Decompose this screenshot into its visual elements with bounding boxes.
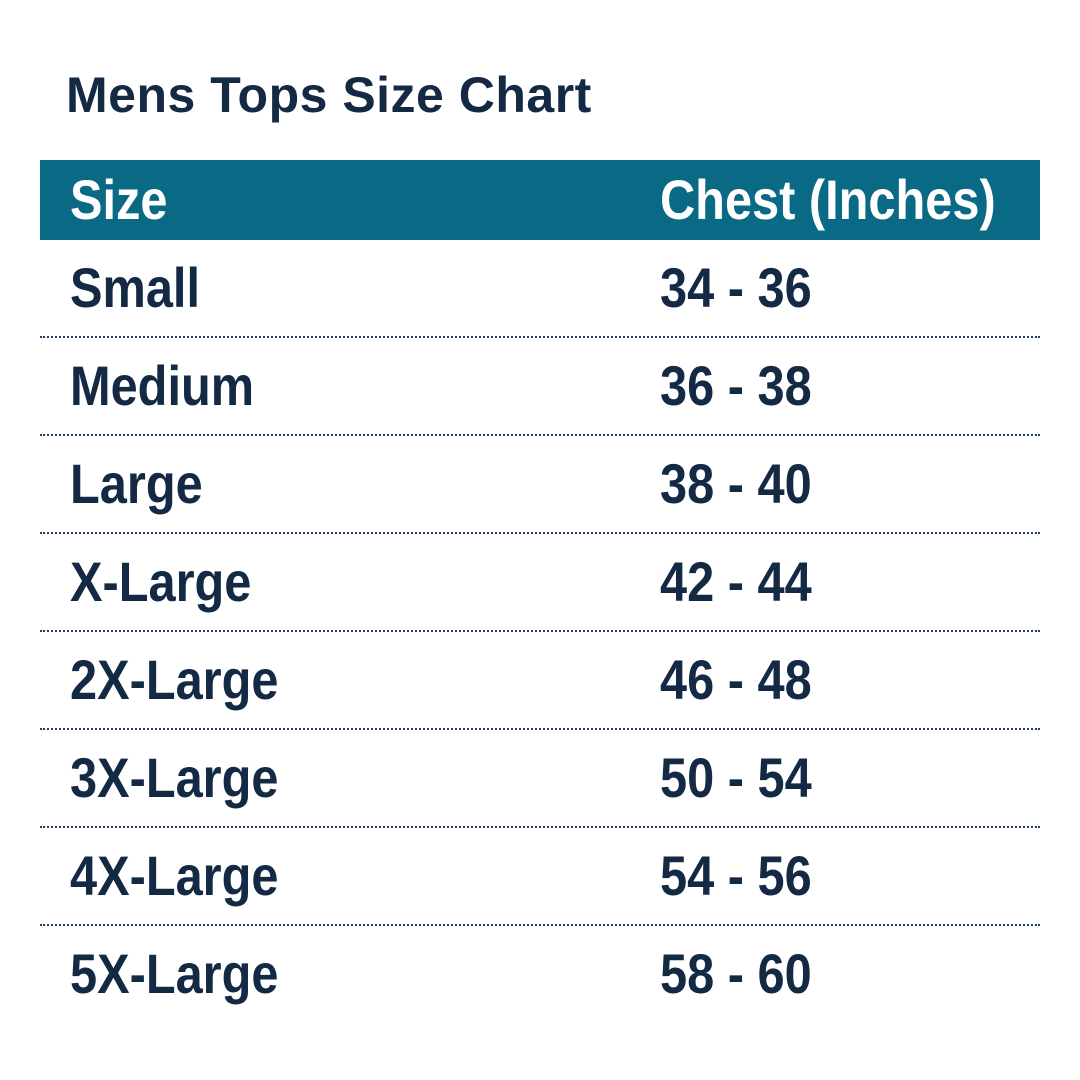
size-cell: Medium: [70, 354, 255, 417]
table-row: Small 34 - 36: [40, 240, 1040, 338]
size-cell: 4X-Large: [70, 844, 279, 907]
table-header-row: Size Chest (Inches): [40, 160, 1040, 240]
header-size: Size: [70, 168, 168, 231]
table-row: 2X-Large 46 - 48: [40, 632, 1040, 730]
table-row: 5X-Large 58 - 60: [40, 926, 1040, 1022]
size-cell: Small: [70, 256, 200, 319]
size-cell: 2X-Large: [70, 648, 279, 711]
chest-cell: 34 - 36: [660, 256, 812, 319]
header-chest-inches: Chest (Inches): [660, 168, 996, 231]
table-row: X-Large 42 - 44: [40, 534, 1040, 632]
chest-cell: 36 - 38: [660, 354, 812, 417]
table-row: Large 38 - 40: [40, 436, 1040, 534]
size-cell: X-Large: [70, 550, 252, 613]
chest-cell: 42 - 44: [660, 550, 812, 613]
size-table: Size Chest (Inches) Small 34 - 36 Medium…: [40, 160, 1040, 1022]
chest-cell: 38 - 40: [660, 452, 812, 515]
size-cell: 5X-Large: [70, 942, 279, 1005]
chest-cell: 54 - 56: [660, 844, 812, 907]
table-row: Medium 36 - 38: [40, 338, 1040, 436]
size-cell: 3X-Large: [70, 746, 279, 809]
chest-cell: 46 - 48: [660, 648, 812, 711]
page-title: Mens Tops Size Chart: [66, 67, 592, 123]
chest-cell: 50 - 54: [660, 746, 812, 809]
table-row: 4X-Large 54 - 56: [40, 828, 1040, 926]
table-row: 3X-Large 50 - 54: [40, 730, 1040, 828]
size-cell: Large: [70, 452, 203, 515]
chest-cell: 58 - 60: [660, 942, 812, 1005]
